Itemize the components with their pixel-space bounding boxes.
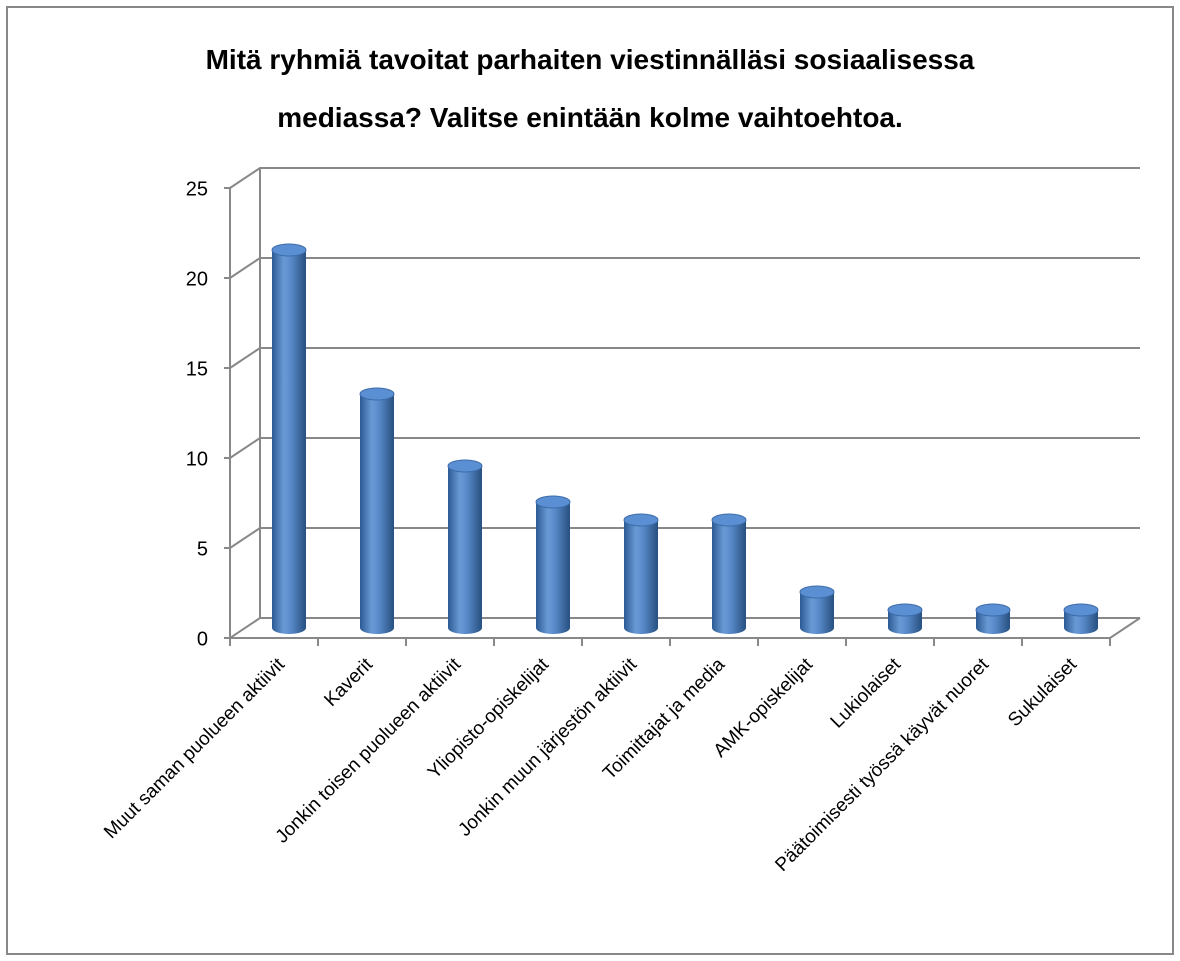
cylinder-top bbox=[711, 513, 747, 527]
cylinder-body bbox=[360, 394, 394, 634]
cylinder-body bbox=[536, 502, 570, 634]
bar bbox=[799, 585, 835, 634]
grid-line bbox=[229, 527, 1140, 549]
chart-border bbox=[6, 6, 1174, 955]
y-tick-label: 15 bbox=[186, 358, 208, 380]
cylinder-top bbox=[359, 387, 395, 401]
bar bbox=[271, 243, 307, 634]
cylinder-top bbox=[799, 585, 835, 599]
bar bbox=[623, 513, 659, 634]
bar bbox=[1063, 603, 1099, 634]
cylinder-body bbox=[1064, 610, 1098, 634]
cylinder-body bbox=[800, 592, 834, 634]
y-tick-label: 0 bbox=[197, 628, 208, 650]
bar bbox=[447, 459, 483, 634]
bar bbox=[711, 513, 747, 634]
cylinder-body bbox=[448, 466, 482, 634]
cylinder-top bbox=[271, 243, 307, 257]
grid-line bbox=[229, 257, 1140, 279]
grid-line bbox=[229, 437, 1140, 459]
grid-line bbox=[229, 617, 1140, 639]
cylinder-body bbox=[624, 520, 658, 634]
cylinder-body bbox=[888, 610, 922, 634]
grid-line bbox=[229, 347, 1140, 369]
bar bbox=[975, 603, 1011, 634]
y-tick-label: 25 bbox=[186, 178, 208, 200]
cylinder-top bbox=[623, 513, 659, 527]
cylinder-body bbox=[712, 520, 746, 634]
cylinder-top bbox=[535, 495, 571, 509]
cylinder-top bbox=[975, 603, 1011, 617]
cylinder-body bbox=[272, 250, 306, 634]
cylinder-top bbox=[887, 603, 923, 617]
y-tick-label: 10 bbox=[186, 448, 208, 470]
cylinder-top bbox=[447, 459, 483, 473]
grid-line bbox=[229, 167, 1140, 189]
chart-title: Mitä ryhmiä tavoitat parhaiten viestinnä… bbox=[206, 44, 975, 133]
bar bbox=[887, 603, 923, 634]
cylinder-body bbox=[976, 610, 1010, 634]
cylinder-top bbox=[1063, 603, 1099, 617]
y-tick-label: 5 bbox=[197, 538, 208, 560]
bar bbox=[359, 387, 395, 634]
y-tick-label: 20 bbox=[186, 268, 208, 290]
floor-side bbox=[1109, 617, 1141, 639]
bar bbox=[535, 495, 571, 634]
